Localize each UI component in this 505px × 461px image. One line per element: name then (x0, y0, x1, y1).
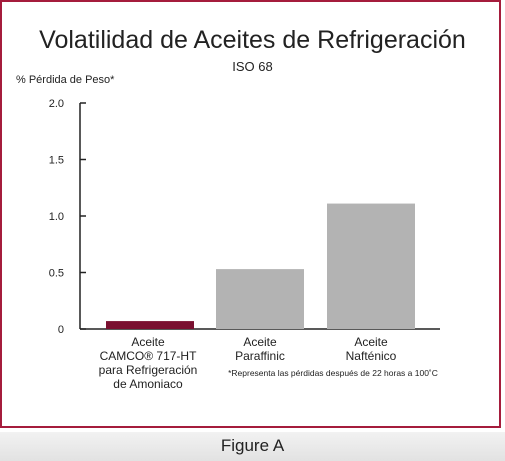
x-tick-label: Aceite CAMCO® 717-HT para Refrigeración de … (99, 335, 198, 391)
x-tick-label: Aceite Nafténico (346, 335, 397, 363)
bar (216, 269, 304, 329)
figure-caption: Figure A (220, 436, 285, 455)
chart-title: Volatilidad de Aceites de Refrigeración (39, 26, 466, 54)
y-tick-label: 1.5 (49, 155, 64, 167)
caption-bar (0, 432, 505, 461)
y-tick-label: 0.5 (49, 268, 64, 280)
bar (327, 203, 415, 329)
chart-subtitle: ISO 68 (232, 59, 273, 74)
chart-border (0, 0, 501, 428)
y-tick-label: 0 (58, 324, 64, 336)
y-tick-label: 2.0 (49, 98, 64, 110)
y-axis-label: % Pérdida de Peso* (16, 74, 115, 86)
bar (106, 321, 194, 329)
x-tick-label: Aceite Paraffinic (235, 335, 285, 363)
y-tick-label: 1.0 (49, 211, 64, 223)
chart-footnote: *Representa las pérdidas después de 22 h… (228, 368, 438, 378)
